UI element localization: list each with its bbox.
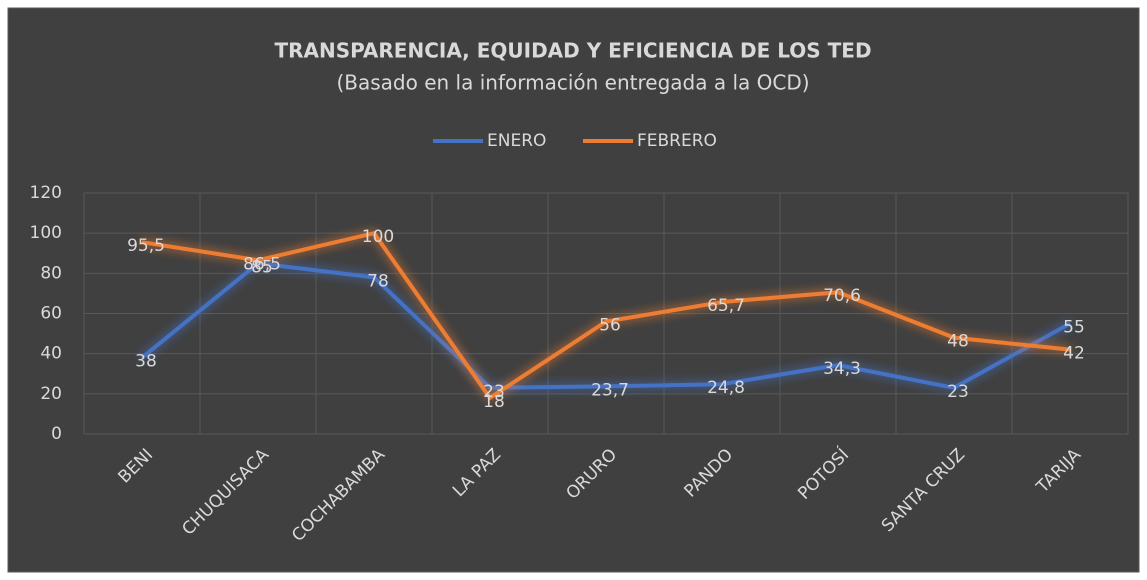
data-label: 55: [1063, 318, 1085, 338]
y-tick-label: 60: [40, 304, 62, 324]
data-label: 70,6: [823, 286, 861, 306]
data-label: 100: [362, 227, 394, 247]
data-label: 23: [947, 382, 969, 402]
data-label: 86,5: [243, 254, 281, 274]
data-label: 23: [483, 382, 505, 402]
data-label: 24,8: [707, 378, 745, 398]
data-label: 34,3: [823, 359, 861, 379]
data-label: 38: [135, 352, 157, 372]
chart-subtitle: (Basado en la información entregada a la…: [336, 71, 809, 95]
chart-title: TRANSPARENCIA, EQUIDAD Y EFICIENCIA DE L…: [274, 39, 871, 63]
data-label: 65,7: [707, 296, 745, 316]
data-label: 18: [483, 392, 505, 412]
y-tick-label: 120: [30, 183, 62, 203]
data-label: 95,5: [127, 236, 165, 256]
data-label: 42: [1063, 344, 1085, 364]
y-tick-label: 20: [40, 384, 62, 404]
series-line: [140, 261, 1071, 390]
y-tick-label: 40: [40, 344, 62, 364]
legend-label: FEBRERO: [637, 131, 717, 151]
y-tick-label: 80: [40, 263, 62, 283]
legend-label: ENERO: [487, 131, 546, 151]
y-tick-label: 0: [51, 424, 62, 444]
series-line: [141, 231, 1071, 400]
data-label: 56: [599, 316, 621, 336]
y-tick-label: 100: [30, 223, 62, 243]
data-label: 85: [251, 257, 273, 277]
chart-background: [7, 7, 1140, 573]
data-label: 48: [947, 332, 969, 352]
data-label: 23,7: [591, 380, 629, 400]
data-label: 78: [367, 271, 389, 291]
